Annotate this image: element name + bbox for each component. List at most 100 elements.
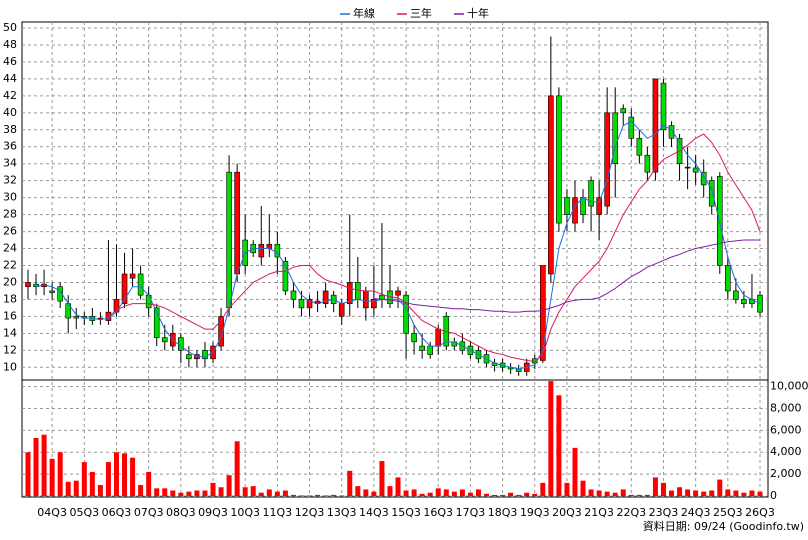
plot-frame <box>21 21 769 498</box>
volume-bar <box>588 489 594 496</box>
x-tick-label: 21Q3 <box>584 506 614 519</box>
candle-body <box>129 273 136 279</box>
volume-bar <box>130 457 136 496</box>
volume-bar <box>387 486 393 496</box>
volume-bar <box>749 490 755 496</box>
volume-bar <box>154 488 160 496</box>
x-tick-label: 14Q3 <box>359 506 389 519</box>
volume-bar <box>524 492 530 496</box>
ma-line <box>108 133 761 362</box>
y-tick-label: 12 <box>3 343 17 356</box>
candle-body <box>137 273 144 296</box>
candle-body <box>596 197 602 215</box>
candle-body <box>371 299 377 309</box>
volume-bar <box>146 471 152 496</box>
candle-body <box>395 290 401 296</box>
legend-label: 十年 <box>467 6 489 20</box>
volume-bar <box>443 489 449 496</box>
candle-body <box>564 197 570 215</box>
volume-bar <box>596 490 602 496</box>
volume-bar <box>532 493 538 496</box>
volume-bar <box>194 490 200 496</box>
candle-body <box>620 108 627 114</box>
y-tick-label: 10 <box>3 360 17 373</box>
volume-bar <box>65 481 71 496</box>
y-tick-label: 48 <box>3 38 17 51</box>
y2-tick-label: 4,000 <box>770 445 802 458</box>
x-tick-label: 24Q3 <box>681 506 711 519</box>
candle-body <box>733 290 739 300</box>
volume-bar <box>741 492 747 496</box>
candle-body <box>218 316 224 347</box>
volume-bar <box>242 487 248 496</box>
volume-bar <box>234 441 240 496</box>
volume-bar <box>500 494 506 496</box>
legend-label: 年線 <box>353 6 375 20</box>
volume-bar <box>693 490 699 496</box>
volume-bar <box>210 482 216 496</box>
volume-bar <box>717 479 723 496</box>
y2-tick-label: 2,000 <box>770 467 802 480</box>
candle-body <box>226 171 232 309</box>
volume-bar <box>186 491 192 496</box>
volume-bar <box>548 381 554 496</box>
volume-bar <box>475 489 481 496</box>
x-tick-label: 25Q3 <box>713 506 743 519</box>
volume-bar <box>451 491 457 496</box>
candle-body <box>427 345 433 355</box>
volume-bar <box>556 395 562 496</box>
volume-bar <box>733 490 739 496</box>
y-tick-label: 28 <box>3 208 17 221</box>
candle-body <box>411 333 417 343</box>
y-tick-label: 44 <box>3 72 17 85</box>
x-tick-label: 04Q3 <box>37 506 67 519</box>
volume-bar <box>105 462 111 496</box>
volume-bar <box>266 489 272 496</box>
candle-body <box>186 354 192 360</box>
volume-bar <box>564 482 570 496</box>
candle-body <box>73 316 80 319</box>
x-tick-label: 12Q3 <box>295 506 325 519</box>
candle-body <box>234 171 240 275</box>
candle-body <box>178 337 184 351</box>
candle-body <box>588 180 594 207</box>
y2-tick-label: 8,000 <box>770 401 802 414</box>
volume-bar <box>540 482 546 496</box>
volume-bar <box>411 489 417 496</box>
volume-bar <box>508 492 514 496</box>
volume-bar <box>33 438 39 496</box>
candle-body <box>540 265 546 361</box>
volume-bar <box>435 488 441 496</box>
x-tick-label: 13Q3 <box>327 506 357 519</box>
candle-body <box>346 282 353 304</box>
volume-bar <box>355 486 361 496</box>
candle-body <box>121 273 128 304</box>
volume-bar <box>218 487 224 496</box>
x-tick-label: 18Q3 <box>488 506 518 519</box>
volume-bar <box>226 475 232 496</box>
candle-body <box>419 345 425 351</box>
volume-bar <box>331 494 337 496</box>
volume-bar <box>178 492 184 496</box>
volume-bar <box>371 491 377 496</box>
x-tick-label: 15Q3 <box>391 506 421 519</box>
y-tick-label: 30 <box>3 191 17 204</box>
y-tick-label: 40 <box>3 106 17 119</box>
candle-body <box>660 82 667 131</box>
volume-bar <box>403 490 409 496</box>
volume-bar <box>516 494 522 496</box>
y-tick-label: 18 <box>3 292 17 305</box>
volume-bar <box>315 494 321 496</box>
y2-tick-label: 6,000 <box>770 423 802 436</box>
candle-body <box>684 166 691 169</box>
candle-body <box>652 78 659 173</box>
candle-body <box>57 286 63 302</box>
volume-bar <box>419 493 425 496</box>
volume-bar <box>701 491 707 496</box>
volume-bar <box>162 488 168 496</box>
volume-bar <box>757 491 763 496</box>
volume-bar <box>572 447 578 496</box>
y-tick-label: 24 <box>3 242 17 255</box>
y-tick-label: 46 <box>3 55 17 68</box>
